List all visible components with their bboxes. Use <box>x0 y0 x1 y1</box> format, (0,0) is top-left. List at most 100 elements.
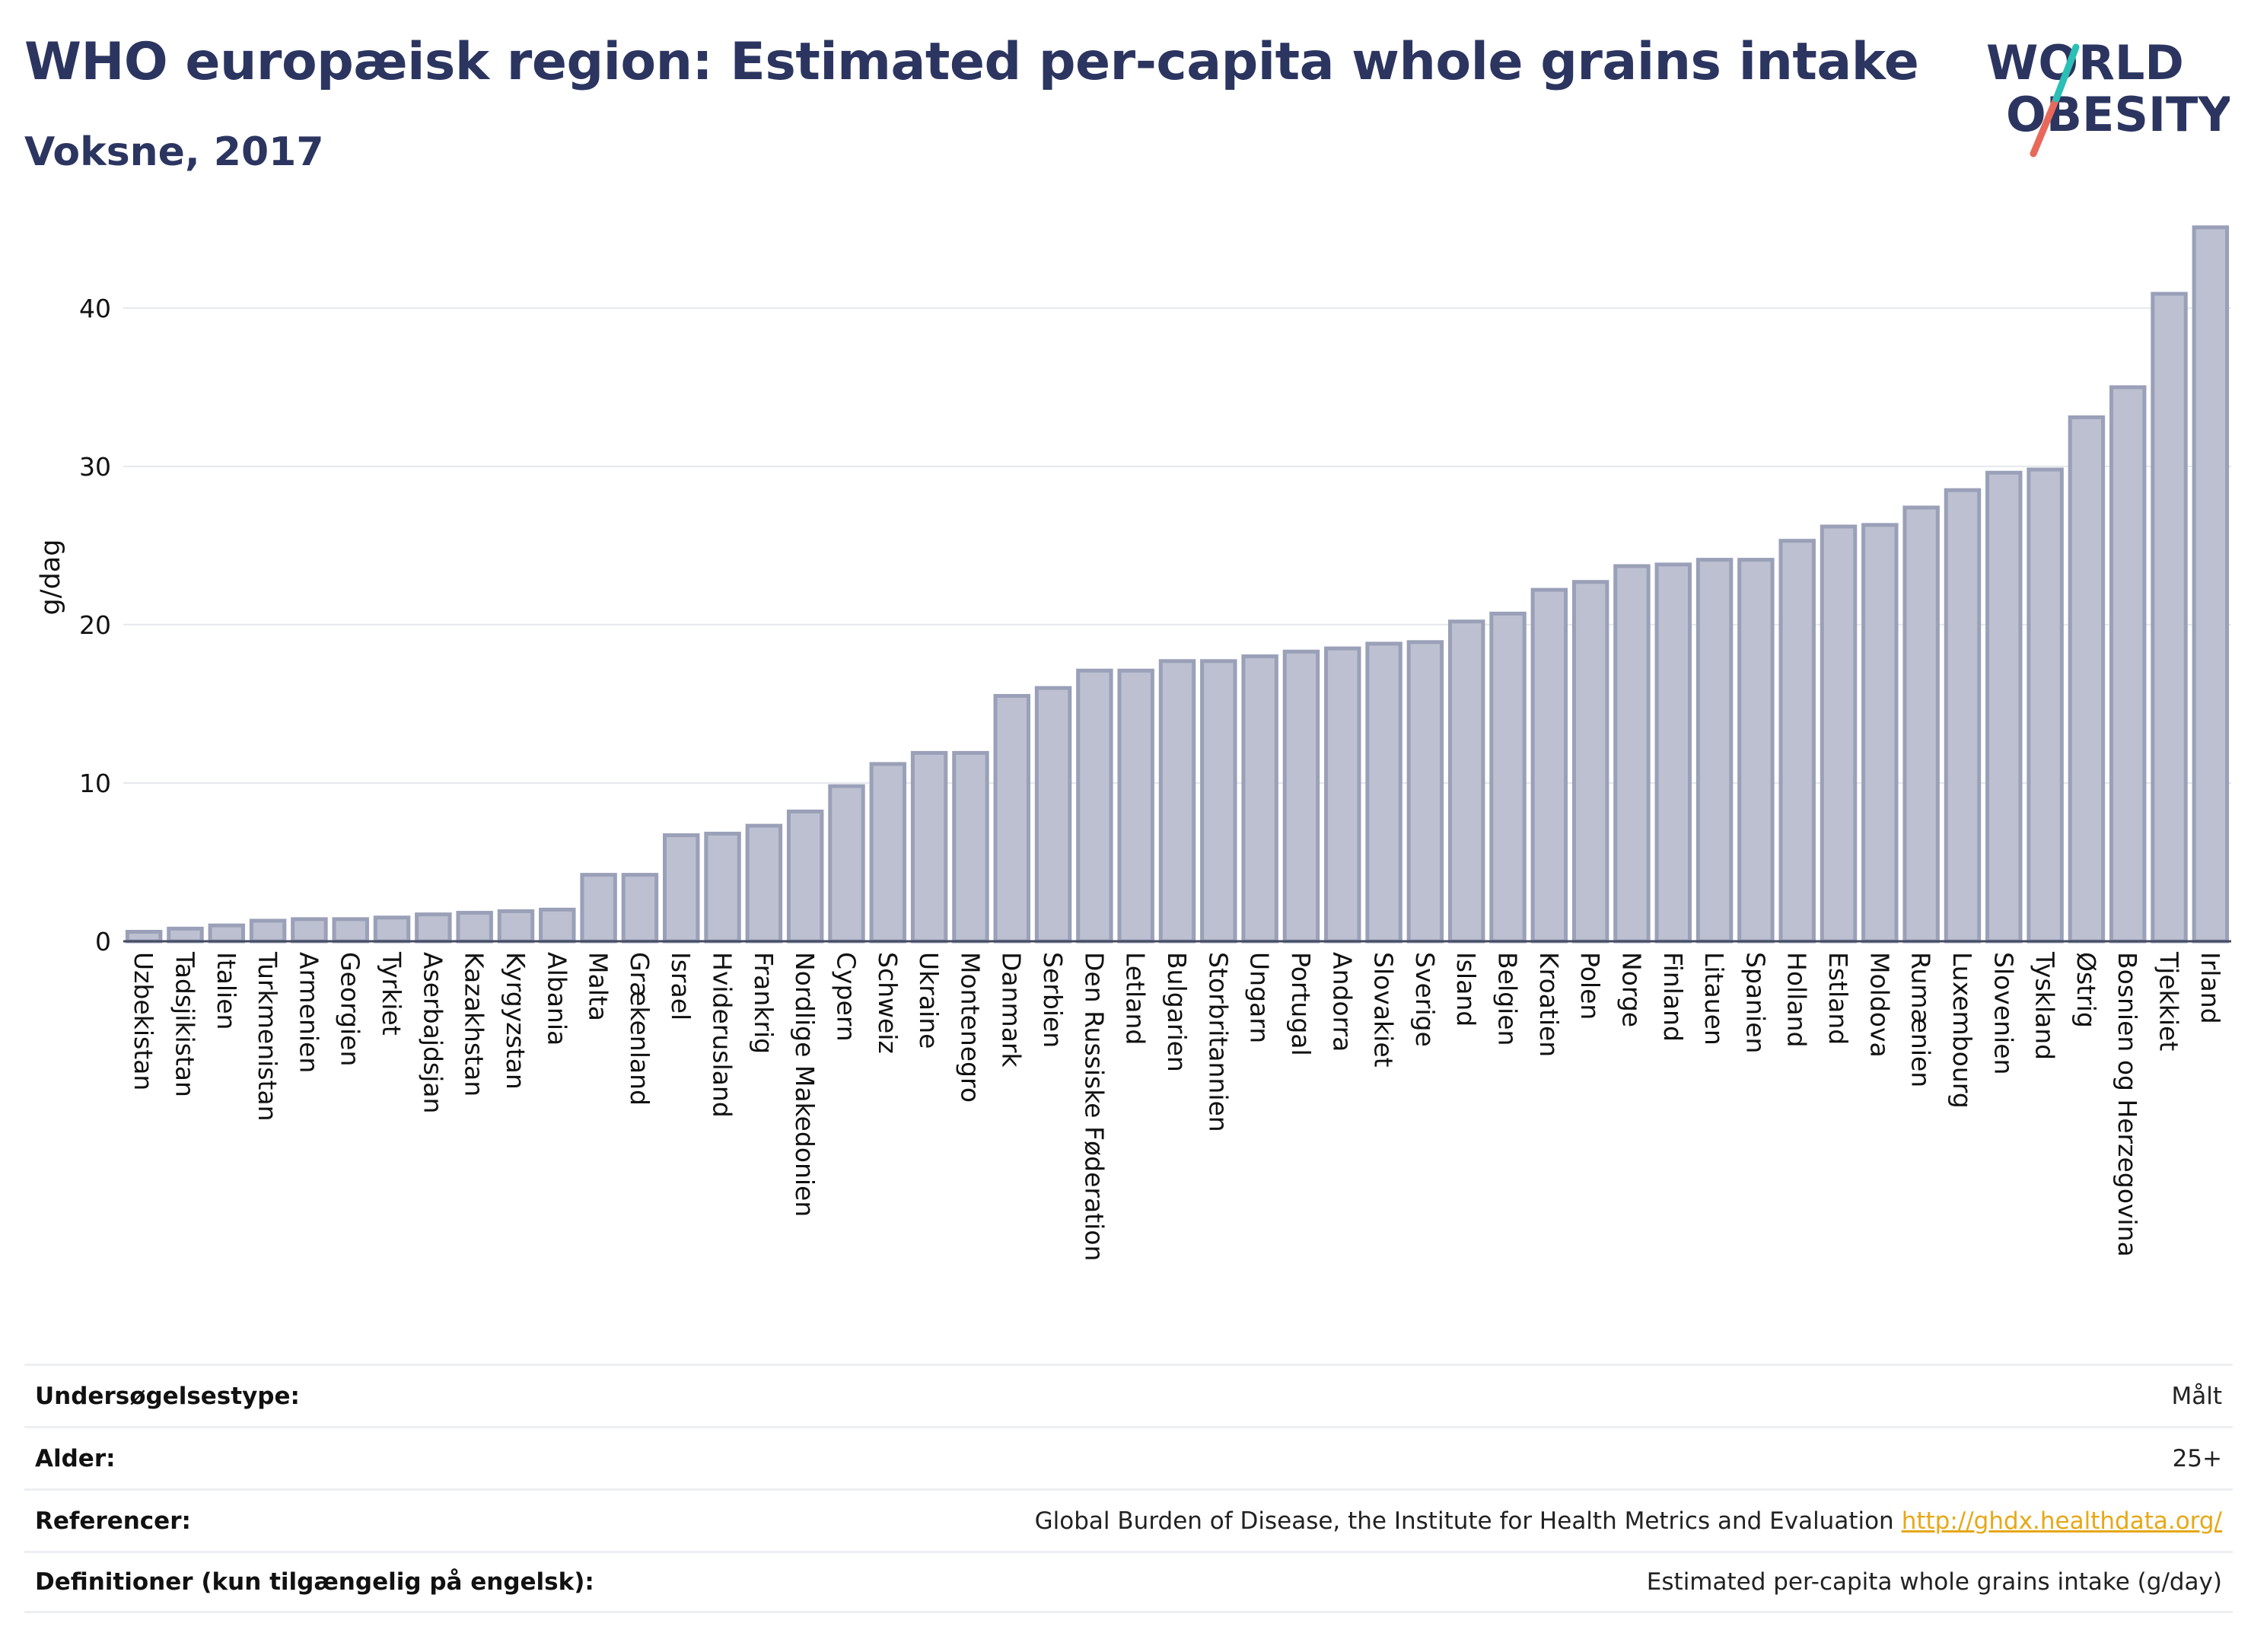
bar <box>869 762 907 944</box>
y-tick-label: 10 <box>79 769 111 798</box>
y-axis-label: g/dag <box>36 540 66 616</box>
bar <box>1241 654 1278 944</box>
bar <box>1034 686 1072 944</box>
bar <box>1861 523 1899 944</box>
info-row-definitions: Definitioner (kun tilgængelig på engelsk… <box>24 1551 2233 1613</box>
info-row-survey-type: Undersøgelsestype: Målt <box>24 1364 2233 1426</box>
bar <box>1200 659 1237 944</box>
x-tick-label: Kyrgyzstan <box>501 952 530 1090</box>
info-table: Undersøgelsestype: Målt Alder: 25+ Refer… <box>24 1364 2233 1613</box>
x-tick-label: Armenien <box>294 952 323 1073</box>
bar <box>704 832 741 944</box>
bar <box>1406 640 1444 944</box>
bar <box>1365 641 1402 944</box>
x-tick-label: Østrig <box>2071 952 2101 1028</box>
bar <box>1985 470 2023 944</box>
x-tick-label: Slovenien <box>1988 952 2018 1074</box>
bar <box>2068 415 2106 944</box>
bar <box>373 915 411 944</box>
bar <box>291 917 328 944</box>
x-tick-label: Albania <box>542 952 572 1046</box>
x-tick-label: Litauen <box>1699 952 1729 1046</box>
x-tick-label: Ukraine <box>914 952 944 1049</box>
x-tick-label: Frankrig <box>749 952 778 1054</box>
bar <box>1571 580 1609 944</box>
info-value: Målt <box>2171 1382 2222 1410</box>
x-tick-label: Andorra <box>1327 952 1357 1052</box>
x-tick-label: Slovakiet <box>1369 952 1399 1068</box>
x-tick-label: Kroatien <box>1534 952 1564 1057</box>
bar <box>2027 467 2064 944</box>
bar <box>786 809 824 944</box>
x-tick-label: Den Russiske Føderation <box>1079 952 1109 1261</box>
bar <box>1324 646 1361 944</box>
bar <box>1158 659 1196 944</box>
bar <box>828 784 865 944</box>
x-tick-label: Schweiz <box>873 952 903 1054</box>
world-obesity-logo: WORLD OBESITY <box>1986 35 2230 158</box>
bar <box>249 918 287 944</box>
y-tick-label: 20 <box>79 610 111 640</box>
x-tick-label: Italien <box>212 952 241 1030</box>
x-tick-label: Kazakhstan <box>460 952 489 1097</box>
bar <box>456 911 493 944</box>
x-tick-label: Luxembourg <box>1947 952 1977 1109</box>
bar-chart: 0 10 20 30 40 g/dag Uzbekistan Tadsjikistan Ital… <box>36 225 2231 1261</box>
x-tick-label: Ungarn <box>1245 952 1275 1043</box>
x-tick-label: Finland <box>1658 952 1688 1042</box>
bar <box>910 750 948 944</box>
x-tick-label: Georgien <box>336 952 365 1066</box>
info-label: Referencer: <box>35 1507 191 1535</box>
x-tick-label: Turkmenistan <box>253 951 282 1122</box>
bar <box>1282 649 1320 944</box>
reference-text: Global Burden of Disease, the Institute … <box>1034 1507 1894 1535</box>
x-tick-label: Island <box>1451 952 1481 1027</box>
bar <box>1076 668 1113 944</box>
x-tick-label: Spanien <box>1740 952 1770 1053</box>
bar <box>167 926 204 944</box>
x-tick-label: Holland <box>1782 952 1812 1047</box>
x-tick-label: Cypern <box>831 952 861 1042</box>
x-tick-label: Aserbajdsjan <box>418 952 447 1113</box>
bar <box>621 873 659 944</box>
x-tick-label: Tyrkiet <box>377 951 406 1036</box>
bar <box>2109 385 2147 944</box>
logo-line1: WORLD <box>1986 35 2184 91</box>
x-tick-label: Polen <box>1575 952 1605 1020</box>
info-row-age: Alder: 25+ <box>24 1426 2233 1488</box>
bar <box>2192 225 2230 944</box>
x-tick-label: Tjekkiet <box>2154 951 2184 1051</box>
x-tick-label: Grækenland <box>625 952 654 1106</box>
bar <box>497 909 535 944</box>
info-label: Definitioner (kun tilgængelig på engelsk… <box>35 1568 594 1596</box>
x-tick-label: Storbritannien <box>1203 952 1233 1132</box>
y-tick-label: 30 <box>79 452 111 482</box>
info-label: Alder: <box>35 1444 116 1472</box>
x-tick-label: Belgien <box>1493 952 1523 1046</box>
x-tick-label: Uzbekistan <box>129 952 158 1090</box>
bar <box>1654 562 1692 944</box>
y-tick-label: 40 <box>79 294 111 323</box>
bar <box>1695 558 1734 944</box>
info-label: Undersøgelsestype: <box>35 1382 300 1410</box>
reference-link[interactable]: http://ghdx.healthdata.org/ <box>1901 1507 2222 1535</box>
x-tick-label: Tyskland <box>2030 951 2060 1060</box>
bar <box>539 907 576 944</box>
info-value-with-link: Global Burden of Disease, the Institute … <box>1035 1507 2222 1535</box>
bar <box>415 912 452 944</box>
bar <box>1944 488 1982 944</box>
bar <box>1737 558 1775 944</box>
bar <box>993 694 1030 944</box>
x-tick-label: Rumænien <box>1906 952 1936 1087</box>
bar <box>1447 619 1485 944</box>
bar <box>663 833 700 944</box>
page-subtitle: Voksne, 2017 <box>24 129 324 175</box>
x-tick-label: Norge <box>1616 952 1646 1027</box>
x-tick-label: Malta <box>584 952 613 1021</box>
info-value: Estimated per-capita whole grains intake… <box>1646 1568 2222 1596</box>
x-tick-label: Moldova <box>1864 952 1894 1058</box>
x-tick-label: Portugal <box>1286 952 1316 1056</box>
bar <box>745 823 783 944</box>
bar <box>952 750 989 944</box>
bar <box>1117 668 1154 944</box>
